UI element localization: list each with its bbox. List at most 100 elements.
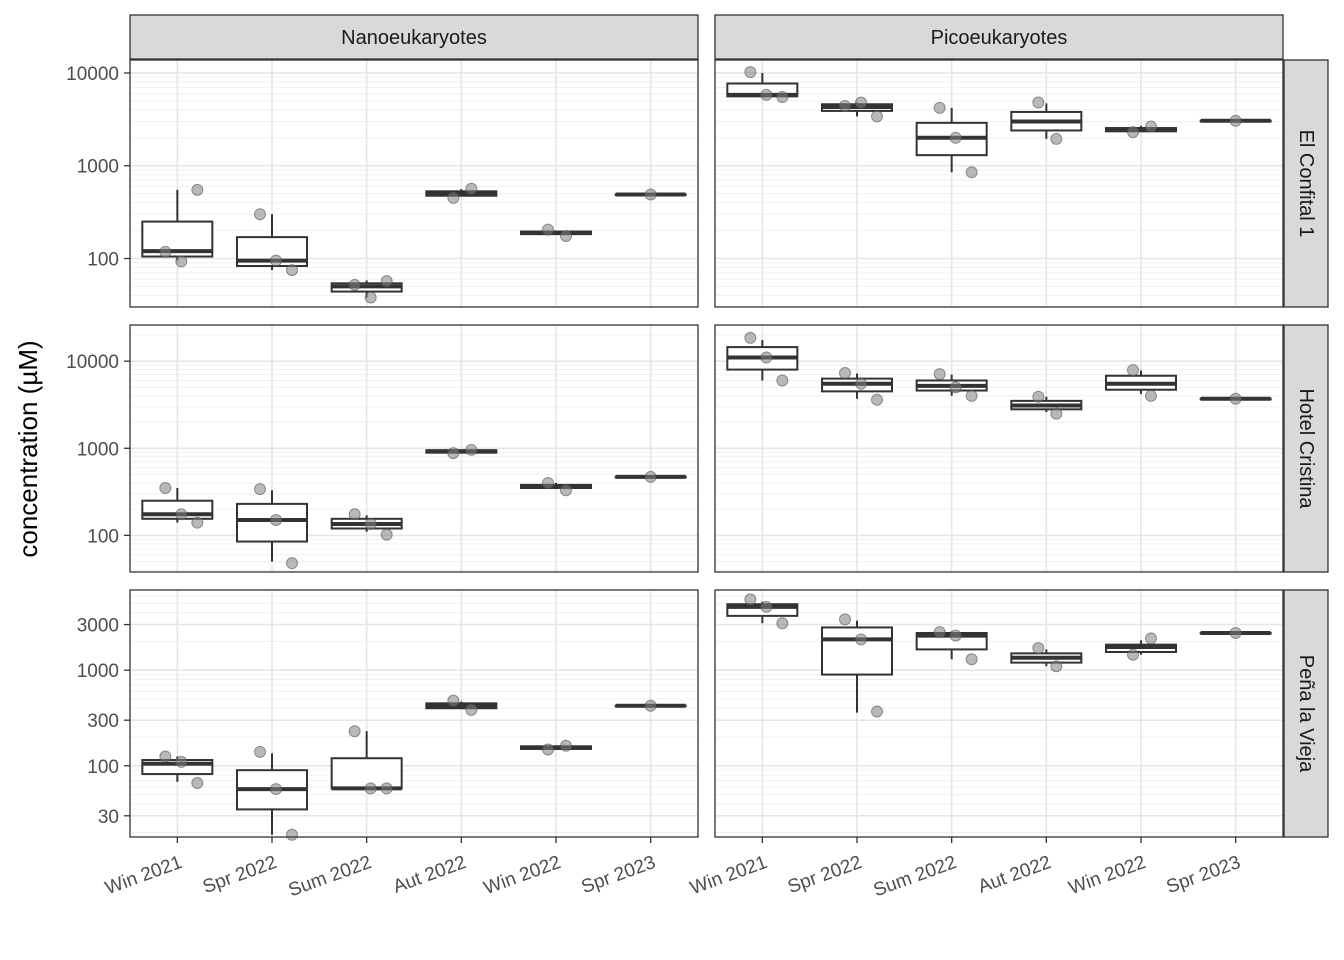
y-tick-label: 3000 — [77, 616, 119, 637]
data-point — [286, 557, 298, 570]
x-tick-label: Spr 2022 — [200, 852, 280, 898]
data-point — [1229, 392, 1242, 405]
data-point — [1229, 626, 1242, 639]
boxplot-sum-2022 — [915, 626, 988, 666]
data-point — [1050, 660, 1063, 673]
data-point — [348, 508, 361, 521]
data-point — [270, 783, 282, 796]
strip-hotel-cristina — [1283, 324, 1329, 573]
data-point — [175, 755, 188, 768]
boxplot-sum-2022 — [330, 275, 403, 304]
data-point — [254, 483, 266, 496]
data-point — [965, 653, 978, 666]
panel-picoeukaryotes-hotel-cristina — [726, 331, 1272, 420]
data-point — [1032, 642, 1045, 655]
x-tick-label: Aut 2022 — [390, 852, 469, 898]
data-point — [644, 699, 657, 712]
data-point — [159, 245, 172, 258]
data-point — [270, 514, 282, 527]
box-iqr — [330, 757, 403, 790]
strip-nanoeukaryotes — [129, 14, 699, 60]
boxplot-win-2022 — [1105, 364, 1177, 402]
boxplot-sum-2022 — [915, 368, 988, 402]
boxplot-spr-2023 — [614, 699, 687, 712]
panel-picoeukaryotes-pe-a-la-vieja — [726, 593, 1272, 718]
boxplot-spr-2023 — [1199, 392, 1272, 405]
boxplot-win-2022 — [520, 739, 592, 756]
boxplot-sum-2022 — [330, 725, 403, 795]
x-tick-label: Sum 2022 — [286, 852, 375, 901]
data-point — [949, 629, 962, 642]
data-point — [744, 331, 757, 344]
data-point — [380, 782, 393, 795]
boxplot-sum-2022 — [915, 101, 988, 179]
data-point — [744, 66, 757, 79]
boxplot-aut-2022 — [1010, 642, 1083, 673]
boxplot-spr-2022 — [821, 367, 893, 406]
boxplot-aut-2022 — [425, 182, 498, 204]
data-point — [1050, 132, 1063, 145]
data-point — [191, 777, 204, 790]
panel-nanoeukaryotes-hotel-cristina — [141, 443, 687, 570]
data-point — [175, 508, 188, 521]
data-point — [1145, 389, 1157, 402]
data-point — [933, 368, 946, 381]
data-point — [871, 393, 883, 406]
data-point — [254, 745, 266, 758]
panel-border — [129, 59, 699, 308]
data-point — [364, 518, 377, 531]
strip-label-hotel-cristina: Hotel Cristina — [1295, 388, 1317, 509]
boxplot-aut-2022 — [1010, 390, 1083, 420]
y-tick-label: 1000 — [77, 439, 119, 460]
boxplot-win-2021 — [726, 66, 799, 104]
data-point — [542, 743, 554, 756]
data-point — [760, 88, 773, 101]
data-point — [949, 131, 962, 144]
data-point — [348, 278, 361, 291]
data-point — [949, 381, 962, 394]
x-tick-label: Win 2021 — [102, 852, 185, 899]
y-tick-label: 100 — [87, 757, 119, 778]
data-point — [348, 725, 361, 738]
data-point — [933, 101, 946, 114]
data-point — [542, 223, 554, 236]
y-axis-title: concentration (µM) — [13, 340, 43, 557]
y-tick-label: 100 — [87, 526, 119, 547]
data-point — [560, 739, 572, 752]
chart-root: Nanoeukaryotes Picoeukaryotes El Confital … — [66, 14, 1329, 901]
x-tick-label: Spr 2023 — [1164, 852, 1244, 898]
data-point — [644, 188, 657, 201]
data-point — [465, 443, 478, 456]
panel-border — [714, 324, 1284, 573]
data-point — [159, 750, 172, 763]
panel-border — [129, 589, 699, 838]
boxplot-aut-2022 — [425, 443, 498, 460]
boxplot-spr-2022 — [821, 96, 893, 123]
data-point — [855, 633, 867, 646]
data-point — [965, 166, 978, 179]
y-tick-label: 300 — [87, 711, 119, 732]
boxplot-spr-2023 — [1199, 114, 1272, 127]
boxplot-spr-2023 — [1199, 626, 1272, 639]
x-tick-label: Spr 2022 — [785, 852, 865, 898]
data-point — [1032, 390, 1045, 403]
strip-label-picoeukaryotes: Picoeukaryotes — [931, 27, 1068, 49]
strip-el-confital-1 — [1283, 59, 1329, 308]
boxplot-spr-2022 — [236, 483, 308, 570]
data-point — [191, 183, 204, 196]
data-point — [871, 705, 883, 718]
data-point — [760, 600, 773, 613]
strip-label-el-confital-1: El Confital 1 — [1295, 130, 1317, 238]
data-point — [465, 182, 478, 195]
panel-border — [714, 59, 1284, 308]
y-tick-label: 10000 — [66, 352, 119, 373]
data-point — [286, 828, 298, 841]
data-point — [380, 528, 393, 541]
data-point — [744, 593, 757, 606]
data-point — [839, 100, 851, 113]
panel-bg-picoeukaryotes-el-confital-1 — [715, 60, 1283, 307]
y-tick-label: 30 — [98, 807, 119, 828]
data-point — [447, 191, 460, 204]
boxplot-win-2021 — [141, 750, 214, 790]
data-point — [560, 484, 572, 497]
